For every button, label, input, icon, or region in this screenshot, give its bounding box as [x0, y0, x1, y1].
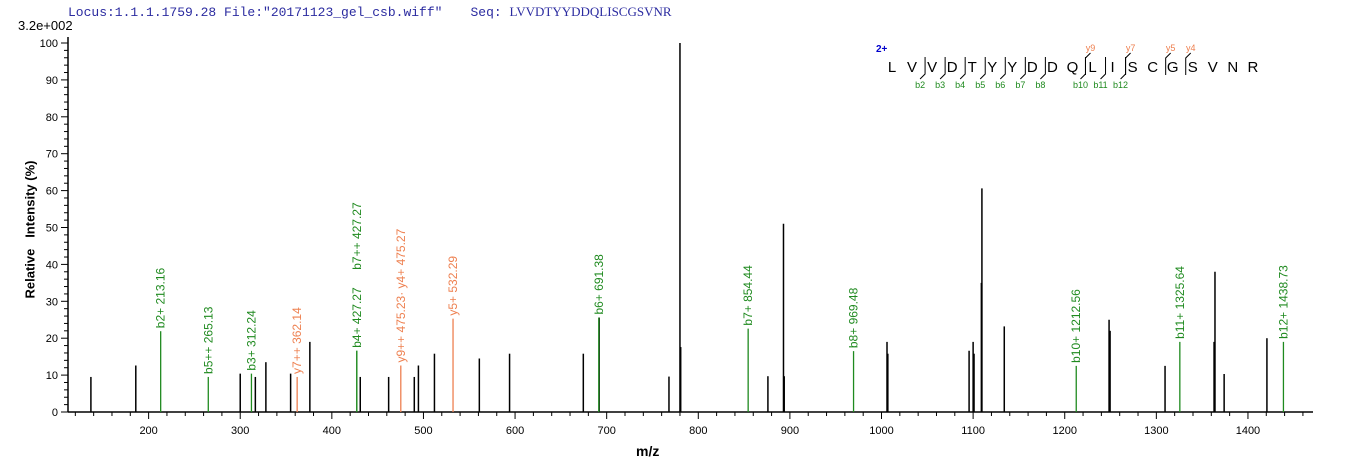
y-ion-cleavage-mark	[1125, 52, 1131, 75]
y-tick-label: 50	[46, 223, 58, 235]
residue: V	[927, 59, 937, 76]
b-ion-cleavage-mark	[1100, 57, 1107, 80]
y-tick-label: 0	[52, 407, 58, 419]
b-ion-cleavage-mark	[1120, 57, 1127, 80]
b-ion-marker-label: b11	[1093, 80, 1107, 90]
b-ion-marker-label: b12	[1113, 80, 1128, 90]
b-ion-label: b4+ 427.27	[350, 287, 364, 348]
residue: T	[968, 59, 977, 76]
residue: V	[907, 59, 917, 76]
b-ion-label: b5++ 265.13	[201, 306, 215, 374]
locus-file-text: Locus:1.1.1.1759.28 File:"20171123_gel_c…	[68, 5, 443, 20]
b-ion-marker-label: b4	[955, 80, 965, 90]
x-tick-label: 1200	[1052, 425, 1076, 437]
x-tick-label: 600	[506, 425, 524, 437]
residue: S	[1128, 59, 1138, 76]
residue: S	[1188, 59, 1198, 76]
b-ion-cleavage-mark	[939, 57, 946, 80]
x-tick-label: 500	[414, 425, 432, 437]
b-ion-label: b2+ 213.16	[154, 267, 168, 328]
b-ion-cleavage-mark	[1080, 57, 1086, 80]
b-ion-cleavage-mark	[959, 57, 966, 80]
seq-value: LVVDTYYDDQLISCGSVNR	[509, 4, 672, 19]
y-tick-label: 100	[40, 38, 58, 50]
y-tick-label: 80	[46, 112, 58, 124]
charge-label: 2+	[876, 44, 888, 55]
y-ion-cleavage-mark	[1165, 52, 1172, 75]
y-ion-marker-label: y7	[1126, 43, 1136, 53]
intensity-scale: 3.2e+002	[18, 18, 73, 33]
residue: D	[1047, 59, 1058, 76]
x-tick-label: 900	[781, 425, 799, 437]
residue: D	[1027, 59, 1038, 76]
residue: G	[1167, 59, 1179, 76]
x-tick-label: 1100	[961, 425, 985, 437]
b-ion-label: b7++ 427.27	[350, 202, 364, 270]
b-ion-cleavage-mark	[919, 57, 926, 80]
y-ion-label: y5+ 532.29	[446, 256, 460, 316]
sequence-fragment-map: 2+L V V D T Y Y D D Q L I S C G S V N Rb2 b3 b4 b5 b6 b7 b8 b10 b1…	[876, 43, 1258, 90]
x-axis-label: m/z	[636, 443, 660, 459]
b-ion-cleavage-mark	[979, 57, 986, 80]
residue: L	[1088, 59, 1096, 76]
x-tick-label: 1000	[869, 425, 893, 437]
b-ion-marker-label: b5	[975, 80, 985, 90]
y-tick-label: 40	[46, 259, 58, 271]
spectrum-header: Locus:1.1.1.1759.28 File:"20171123_gel_c…	[68, 4, 672, 20]
b-ion-cleavage-mark	[1019, 57, 1026, 80]
b-ion-marker-label: b2	[915, 80, 925, 90]
b-ion-marker-label: b8	[1035, 80, 1045, 90]
residue: V	[1208, 59, 1218, 76]
x-tick-label: 300	[231, 425, 249, 437]
y-ion-marker-label: y4	[1186, 43, 1196, 53]
y-tick-label: 60	[46, 186, 58, 198]
residue: Q	[1067, 59, 1079, 76]
residue: L	[888, 59, 896, 76]
b-ion-marker-label: b10	[1073, 80, 1088, 90]
x-tick-label: 1300	[1144, 425, 1168, 437]
y-ion-marker-label: y5	[1166, 43, 1176, 53]
y-ion-marker-label: y9	[1086, 43, 1096, 53]
y-tick-label: 20	[46, 333, 58, 345]
residue: N	[1227, 59, 1238, 76]
b-ion-marker-label: b6	[995, 80, 1005, 90]
b-ion-label: b12+ 1438.73	[1276, 265, 1290, 339]
x-tick-label: 700	[597, 425, 615, 437]
residue: C	[1147, 59, 1158, 76]
y-tick-label: 10	[46, 370, 58, 382]
y-ion-cleavage-mark	[1185, 52, 1192, 75]
x-tick-label: 800	[689, 425, 707, 437]
b-ion-label: b8+ 969.48	[847, 287, 861, 348]
residue: Y	[987, 59, 997, 76]
b-ion-cleavage-mark	[1040, 57, 1046, 80]
b-ion-marker-label: b3	[935, 80, 945, 90]
b-ion-cleavage-mark	[999, 57, 1006, 80]
y-ion-label: y7++ 362.14	[290, 307, 304, 374]
b-ion-marker-label: b7	[1015, 80, 1025, 90]
residue: I	[1110, 59, 1114, 76]
y-tick-label: 90	[46, 75, 58, 87]
y-tick-label: 30	[46, 296, 58, 308]
y-ion-cleavage-mark	[1084, 52, 1091, 75]
residue: D	[947, 59, 958, 76]
y-tick-label: 70	[46, 149, 58, 161]
x-tick-label: 400	[323, 425, 341, 437]
residue: R	[1247, 59, 1258, 76]
b-ion-label: b10+ 1212.56	[1069, 289, 1083, 363]
residue: Y	[1007, 59, 1017, 76]
x-tick-label: 1400	[1236, 425, 1260, 437]
b-ion-label: b11+ 1325.64	[1173, 266, 1187, 339]
y-ion-label: y9++ 475.23· y4+ 475.27	[394, 228, 408, 362]
b-ion-label: b7+ 854.44	[741, 265, 755, 326]
b-ion-label: b6+ 691.38	[592, 254, 606, 315]
b-ion-label: b3+ 312.24	[244, 310, 258, 371]
seq-label: Seq:	[470, 5, 502, 20]
x-tick-label: 200	[139, 425, 157, 437]
